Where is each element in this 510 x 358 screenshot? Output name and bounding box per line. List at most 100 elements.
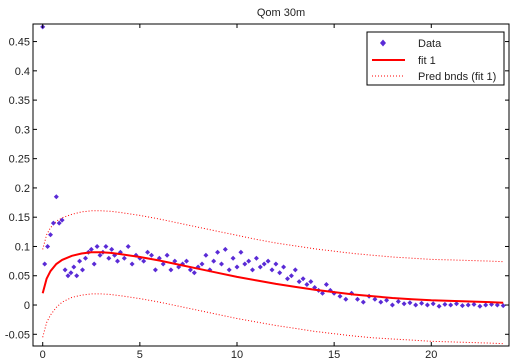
prediction-bounds-layer	[42, 210, 504, 345]
data-point	[483, 302, 489, 308]
data-point	[88, 246, 94, 252]
chart-title: Qom 30m	[257, 7, 305, 19]
data-point	[97, 252, 103, 258]
data-point	[53, 194, 59, 200]
data-point	[222, 246, 228, 252]
data-point	[242, 261, 248, 267]
data-point	[269, 267, 275, 273]
data-point	[191, 270, 197, 276]
data-point	[71, 264, 77, 270]
data-point	[65, 273, 71, 279]
legend-label-data: Data	[418, 38, 442, 50]
plot-frame	[32, 23, 510, 347]
data-point	[74, 273, 80, 279]
data-point	[83, 255, 88, 261]
y-tick-label: 0.2	[15, 183, 30, 195]
x-tick-label: 5	[137, 349, 143, 358]
data-point	[401, 301, 407, 307]
data-point	[424, 302, 430, 308]
y-tick-label: 0.3	[15, 124, 30, 136]
data-point	[226, 267, 232, 273]
data-point	[56, 220, 62, 226]
data-point	[448, 302, 454, 308]
data-point	[45, 244, 51, 249]
data-point	[277, 270, 283, 276]
data-point	[430, 301, 436, 307]
data-point	[378, 299, 384, 305]
data-point	[273, 261, 279, 267]
fit-line	[41, 251, 504, 304]
y-tick-label: 0.25	[9, 154, 30, 166]
data-point	[149, 252, 154, 258]
axes-layer: 0 5 10 15 20 -0.05 0 0.05 0.1 0.15 0.2 0.25 0.3 0.35 0…	[5, 23, 510, 358]
x-tick-label: 10	[231, 349, 243, 358]
data-point	[219, 261, 224, 267]
data-point	[281, 264, 287, 270]
data-point	[152, 267, 158, 273]
data-point	[300, 276, 306, 282]
data-point	[257, 264, 263, 270]
data-point	[230, 255, 236, 261]
data-point	[459, 303, 465, 309]
data-point	[253, 255, 259, 261]
data-point	[168, 267, 174, 273]
data-point	[109, 246, 115, 252]
data-point	[471, 301, 477, 307]
data-point	[234, 264, 240, 270]
y-tick-label: 0.15	[9, 212, 30, 224]
data-point	[343, 296, 349, 302]
data-point	[94, 244, 100, 249]
data-points-layer	[40, 24, 506, 309]
legend: Data fit 1 Pred bnds (fit 1)	[366, 31, 505, 86]
lower-prediction-bound	[42, 293, 504, 345]
data-point	[160, 261, 166, 267]
data-point	[360, 299, 366, 305]
data-point	[436, 303, 442, 309]
data-point	[80, 267, 85, 273]
data-point	[500, 303, 506, 309]
data-point	[413, 302, 419, 308]
data-point	[288, 273, 294, 279]
data-point	[211, 258, 217, 264]
data-point	[215, 249, 221, 255]
data-point	[285, 276, 290, 282]
data-point	[50, 220, 56, 226]
data-point	[125, 244, 131, 249]
data-point	[477, 303, 483, 309]
y-tick-label: 0	[24, 300, 30, 312]
data-point	[296, 279, 302, 285]
y-tick-label: 0.45	[9, 37, 30, 49]
data-point	[203, 252, 209, 258]
data-point	[103, 244, 109, 249]
data-point	[77, 258, 83, 264]
legend-label-fit: fit 1	[418, 55, 436, 67]
data-point	[292, 267, 298, 273]
data-point	[59, 217, 65, 223]
legend-data-marker	[380, 39, 386, 47]
y-tick-label: 0.4	[15, 66, 30, 78]
x-tick-label: 0	[40, 349, 46, 358]
data-point	[145, 249, 151, 255]
y-tick-label: 0.1	[15, 241, 30, 253]
data-point	[91, 261, 97, 267]
data-point	[184, 258, 189, 264]
data-point	[323, 282, 329, 287]
data-point	[454, 301, 459, 307]
data-point	[106, 255, 112, 261]
data-point	[246, 258, 252, 264]
data-point	[465, 302, 471, 308]
data-point	[172, 258, 178, 264]
data-point	[250, 267, 255, 273]
data-point	[419, 300, 425, 306]
legend-label-bounds: Pred bnds (fit 1)	[418, 71, 496, 83]
fit-line-layer	[41, 251, 504, 304]
y-tick-label: 0.05	[9, 271, 30, 283]
data-point	[265, 258, 271, 264]
y-tick-label: -0.05	[5, 329, 30, 341]
data-point	[164, 252, 170, 258]
data-point	[384, 297, 390, 303]
data-point	[372, 296, 378, 302]
data-point	[42, 261, 48, 267]
data-point	[261, 261, 267, 267]
